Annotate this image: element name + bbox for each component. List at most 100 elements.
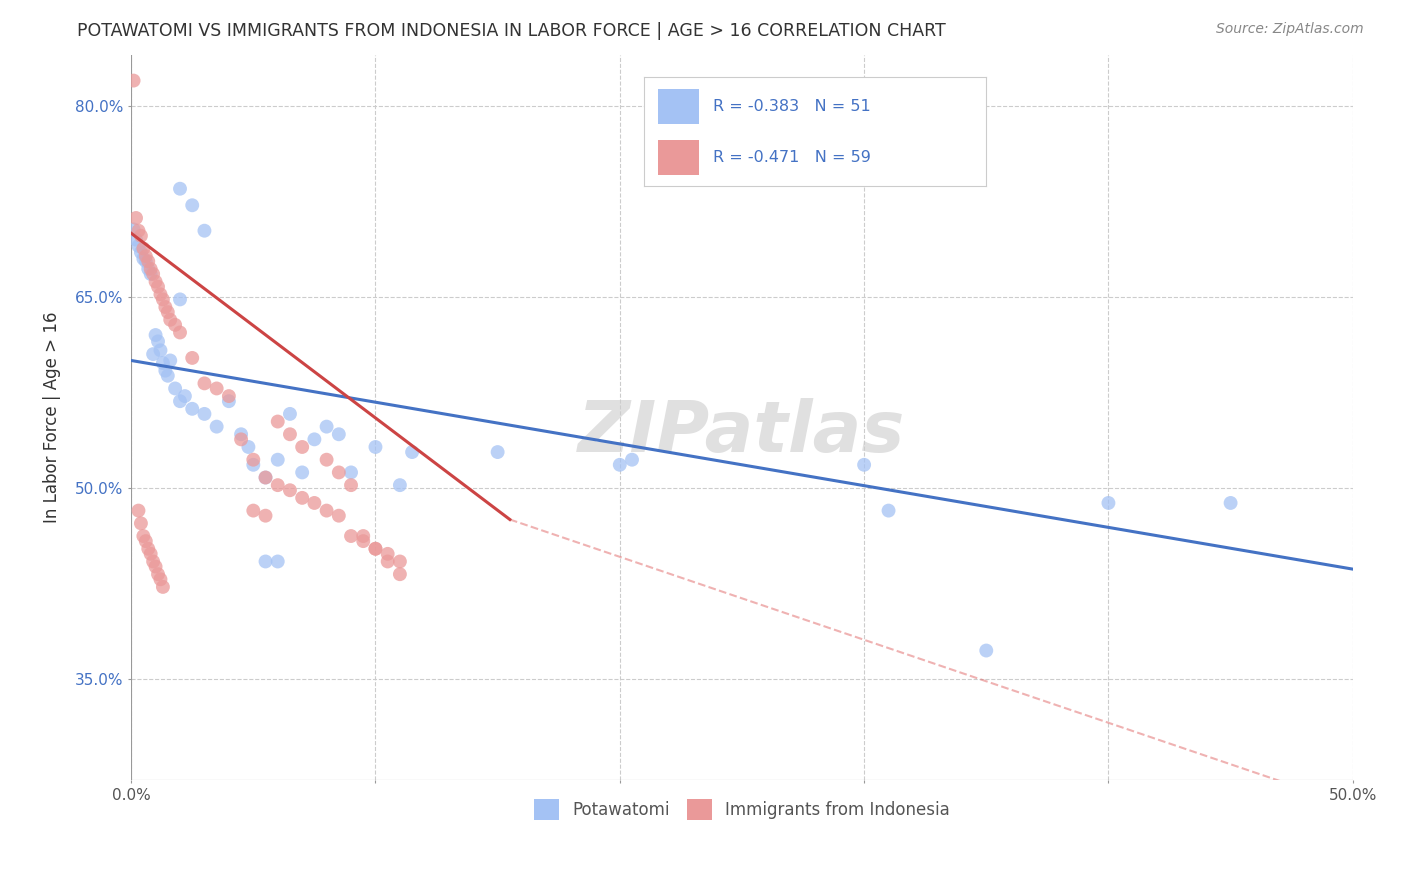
Point: [315, 503, 337, 517]
Point: [621, 452, 644, 467]
Point: [155, 364, 177, 378]
Point: [267, 478, 290, 492]
Point: [238, 440, 260, 454]
Point: [129, 228, 152, 243]
Point: [125, 233, 148, 247]
Point: [242, 458, 264, 472]
Point: [135, 249, 157, 263]
Point: [135, 534, 157, 549]
Point: [149, 343, 172, 358]
Legend: Potawatomi, Immigrants from Indonesia: Potawatomi, Immigrants from Indonesia: [527, 793, 956, 826]
Text: POTAWATOMI VS IMMIGRANTS FROM INDONESIA IN LABOR FORCE | AGE > 16 CORRELATION CH: POTAWATOMI VS IMMIGRANTS FROM INDONESIA …: [77, 22, 946, 40]
Point: [146, 334, 169, 349]
Point: [267, 415, 290, 429]
Point: [315, 452, 337, 467]
Point: [129, 245, 152, 260]
Point: [174, 389, 197, 403]
Text: Source: ZipAtlas.com: Source: ZipAtlas.com: [1216, 22, 1364, 37]
Point: [304, 433, 326, 447]
Point: [267, 554, 290, 568]
Point: [364, 541, 387, 556]
Point: [242, 503, 264, 517]
Point: [181, 401, 204, 416]
Point: [142, 554, 165, 568]
Point: [974, 643, 997, 657]
Point: [136, 541, 159, 556]
Point: [278, 483, 301, 498]
Point: [127, 503, 149, 517]
Point: [145, 328, 167, 343]
Point: [127, 239, 149, 253]
Point: [146, 279, 169, 293]
Point: [377, 547, 399, 561]
Point: [165, 318, 187, 332]
Point: [254, 554, 277, 568]
Point: [152, 356, 174, 370]
Point: [149, 572, 172, 586]
Point: [205, 381, 228, 395]
Point: [165, 381, 187, 395]
Y-axis label: In Labor Force | Age > 16: In Labor Force | Age > 16: [44, 312, 60, 524]
Point: [181, 198, 204, 212]
Point: [364, 440, 387, 454]
Point: [145, 559, 167, 574]
Point: [159, 353, 181, 368]
Point: [169, 394, 191, 409]
Point: [135, 254, 157, 268]
Point: [152, 580, 174, 594]
Point: [486, 445, 509, 459]
Point: [304, 496, 326, 510]
Point: [156, 305, 179, 319]
Point: [139, 547, 162, 561]
Point: [328, 508, 350, 523]
Point: [132, 242, 155, 256]
Point: [139, 267, 162, 281]
Point: [152, 293, 174, 307]
Point: [328, 427, 350, 442]
Point: [122, 222, 145, 236]
Point: [146, 567, 169, 582]
Point: [401, 445, 423, 459]
Point: [169, 293, 191, 307]
Point: [169, 326, 191, 340]
Point: [388, 554, 411, 568]
Point: [129, 516, 152, 531]
Point: [169, 182, 191, 196]
Point: [205, 419, 228, 434]
Point: [193, 407, 215, 421]
Point: [340, 529, 363, 543]
Point: [132, 252, 155, 266]
Point: [1219, 496, 1241, 510]
Point: [132, 529, 155, 543]
Point: [159, 312, 181, 326]
Point: [181, 351, 204, 365]
Point: [364, 541, 387, 556]
Point: [127, 224, 149, 238]
Point: [278, 427, 301, 442]
Point: [609, 458, 631, 472]
Point: [291, 491, 314, 505]
Point: [142, 347, 165, 361]
Point: [229, 433, 252, 447]
Text: ZIPatlas: ZIPatlas: [578, 398, 905, 467]
Point: [242, 452, 264, 467]
Point: [352, 529, 374, 543]
Point: [267, 452, 290, 467]
Point: [877, 503, 900, 517]
Point: [155, 300, 177, 314]
Point: [136, 254, 159, 268]
Point: [254, 508, 277, 523]
Point: [125, 211, 148, 225]
Point: [149, 287, 172, 301]
Point: [291, 440, 314, 454]
Point: [853, 458, 876, 472]
Point: [142, 267, 165, 281]
Point: [193, 376, 215, 391]
Point: [122, 73, 145, 87]
Point: [278, 407, 301, 421]
Point: [254, 470, 277, 484]
Point: [193, 224, 215, 238]
Point: [340, 478, 363, 492]
Point: [388, 478, 411, 492]
Point: [156, 368, 179, 383]
